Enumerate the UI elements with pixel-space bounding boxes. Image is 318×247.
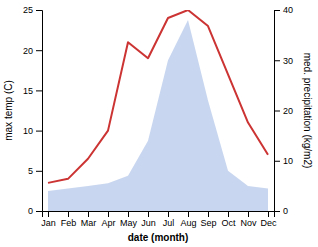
- tick-mark: [128, 211, 129, 217]
- tick-label: Dec: [260, 218, 277, 228]
- tick-label: 10: [283, 156, 293, 166]
- tick-label: May: [120, 218, 138, 228]
- tick-mark: [188, 211, 189, 217]
- tick: Aug: [180, 211, 196, 228]
- tick-label: 0: [28, 206, 33, 216]
- tick-mark: [88, 211, 89, 217]
- tick: 15: [23, 86, 42, 96]
- tick-label: 10: [23, 126, 33, 136]
- plot-root: Jan Feb Mar Apr MayJun Jul Aug Sep Oct NovDec 0 5 10…: [3, 5, 313, 243]
- line: [48, 10, 268, 183]
- tick: 5: [28, 166, 42, 176]
- tick-label: Mar: [81, 218, 97, 228]
- tick-mark: [228, 211, 229, 217]
- plot-area: [48, 10, 268, 211]
- tick-mark: [268, 211, 269, 217]
- tick-label: 20: [283, 106, 293, 116]
- tick-mark: [36, 50, 42, 51]
- tick: Mar: [81, 211, 97, 228]
- tick-mark: [36, 171, 42, 172]
- tick: Feb: [61, 211, 77, 228]
- tick: Apr: [101, 211, 115, 228]
- axis-domain: [43, 212, 275, 218]
- tick-label: 20: [23, 46, 33, 56]
- tick-label: Jul: [163, 218, 175, 228]
- tick: 20: [23, 46, 42, 56]
- y-axis-title: max temp (C): [3, 80, 14, 141]
- tick-mark: [48, 211, 49, 217]
- tick-label: Jan: [41, 218, 56, 228]
- y-axis: 0 5 10 15 20 25: [23, 5, 43, 216]
- y2-axis: 0 10 20 30 40: [274, 5, 293, 216]
- tick: 0: [274, 206, 288, 216]
- tick-mark: [36, 131, 42, 132]
- tick: 25: [23, 5, 42, 15]
- tick-label: 5: [28, 166, 33, 176]
- chart-svg: Jan Feb Mar Apr MayJun Jul Aug Sep Oct NovDec 0 5 10…: [0, 0, 318, 247]
- tick-label: Nov: [240, 218, 257, 228]
- tick: Jul: [163, 211, 175, 228]
- tick-mark: [36, 90, 42, 91]
- axis-domain: [275, 11, 281, 212]
- tick: Dec: [260, 211, 277, 228]
- tick-label: Apr: [101, 218, 115, 228]
- tick-mark: [168, 211, 169, 217]
- tick-label: 0: [283, 206, 288, 216]
- tick: May: [120, 211, 138, 228]
- tick: 40: [274, 5, 293, 15]
- x-axis: Jan Feb Mar Apr MayJun Jul Aug Sep Oct NovDec: [41, 211, 277, 228]
- tick-mark: [274, 10, 280, 11]
- area: [48, 20, 268, 211]
- tick: 10: [274, 156, 293, 166]
- tick-label: Jun: [141, 218, 156, 228]
- axis-domain: [36, 11, 43, 212]
- y2-axis-title: med. precipitation (kg/m2): [302, 53, 313, 169]
- tick: Jun: [141, 211, 156, 228]
- tick-label: Sep: [200, 218, 216, 228]
- tick-mark: [274, 111, 280, 112]
- tick-mark: [274, 211, 280, 212]
- tick: 0: [28, 206, 42, 216]
- tick-mark: [36, 10, 42, 11]
- tick-label: 30: [283, 56, 293, 66]
- tick-label: 40: [283, 5, 293, 15]
- tick-mark: [36, 211, 42, 212]
- tick-label: 25: [23, 5, 33, 15]
- tick: Oct: [221, 211, 236, 228]
- tick: 30: [274, 56, 293, 66]
- tick-mark: [108, 211, 109, 217]
- x-axis-title: date (month): [128, 232, 189, 243]
- tick-mark: [248, 211, 249, 217]
- tick-label: Feb: [61, 218, 77, 228]
- tick: Sep: [200, 211, 216, 228]
- tick: Jan: [41, 211, 56, 228]
- tick-label: 15: [23, 86, 33, 96]
- tick: 20: [274, 106, 293, 116]
- tick-mark: [148, 211, 149, 217]
- tick-mark: [274, 161, 280, 162]
- tick-mark: [68, 211, 69, 217]
- tick-mark: [274, 60, 280, 61]
- tick-label: Oct: [221, 218, 236, 228]
- tick-mark: [208, 211, 209, 217]
- chart-container: Jan Feb Mar Apr MayJun Jul Aug Sep Oct NovDec 0 5 10…: [0, 0, 318, 247]
- tick: 10: [23, 126, 42, 136]
- tick: Nov: [240, 211, 257, 228]
- tick-label: Aug: [180, 218, 196, 228]
